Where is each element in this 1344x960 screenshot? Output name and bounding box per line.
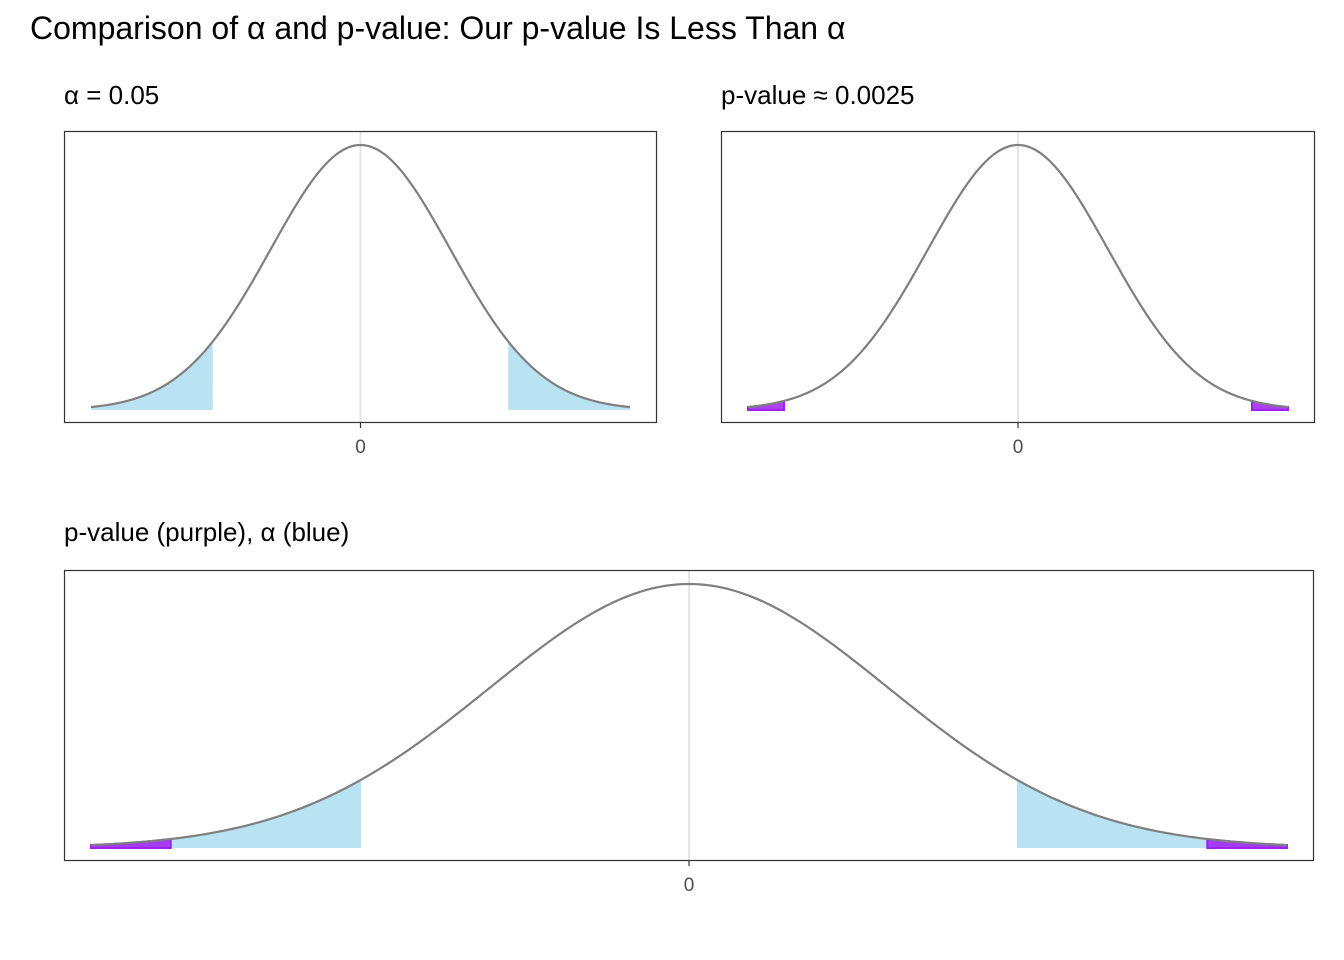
panel-3-plot: 0	[63, 569, 1315, 896]
alpha-tail-region-0	[91, 341, 213, 410]
x-tick-label: 0	[684, 875, 695, 896]
x-tick-label: 0	[1013, 437, 1024, 458]
panel-1-plot: 0	[63, 130, 658, 458]
alpha-tail-region-1	[1016, 779, 1287, 848]
panel-border	[63, 569, 1315, 862]
density-curve	[90, 143, 631, 409]
panel-2-plot: 0	[720, 130, 1316, 458]
chart-main-title: Comparison of α and p-value: Our p-value…	[30, 10, 846, 46]
panel-border	[63, 130, 658, 424]
panel-3-title: p-value (purple), α (blue)	[64, 517, 350, 547]
x-tick-label: 0	[355, 437, 366, 458]
panel-1-title: α = 0.05	[64, 80, 160, 110]
alpha-tail-region-1	[508, 341, 630, 410]
panel-border	[720, 130, 1316, 424]
density-curve	[90, 582, 1288, 847]
alpha-tail-region-0	[91, 779, 362, 848]
density-curve	[747, 143, 1289, 409]
panel-2-title: p-value ≈ 0.0025	[721, 80, 915, 110]
